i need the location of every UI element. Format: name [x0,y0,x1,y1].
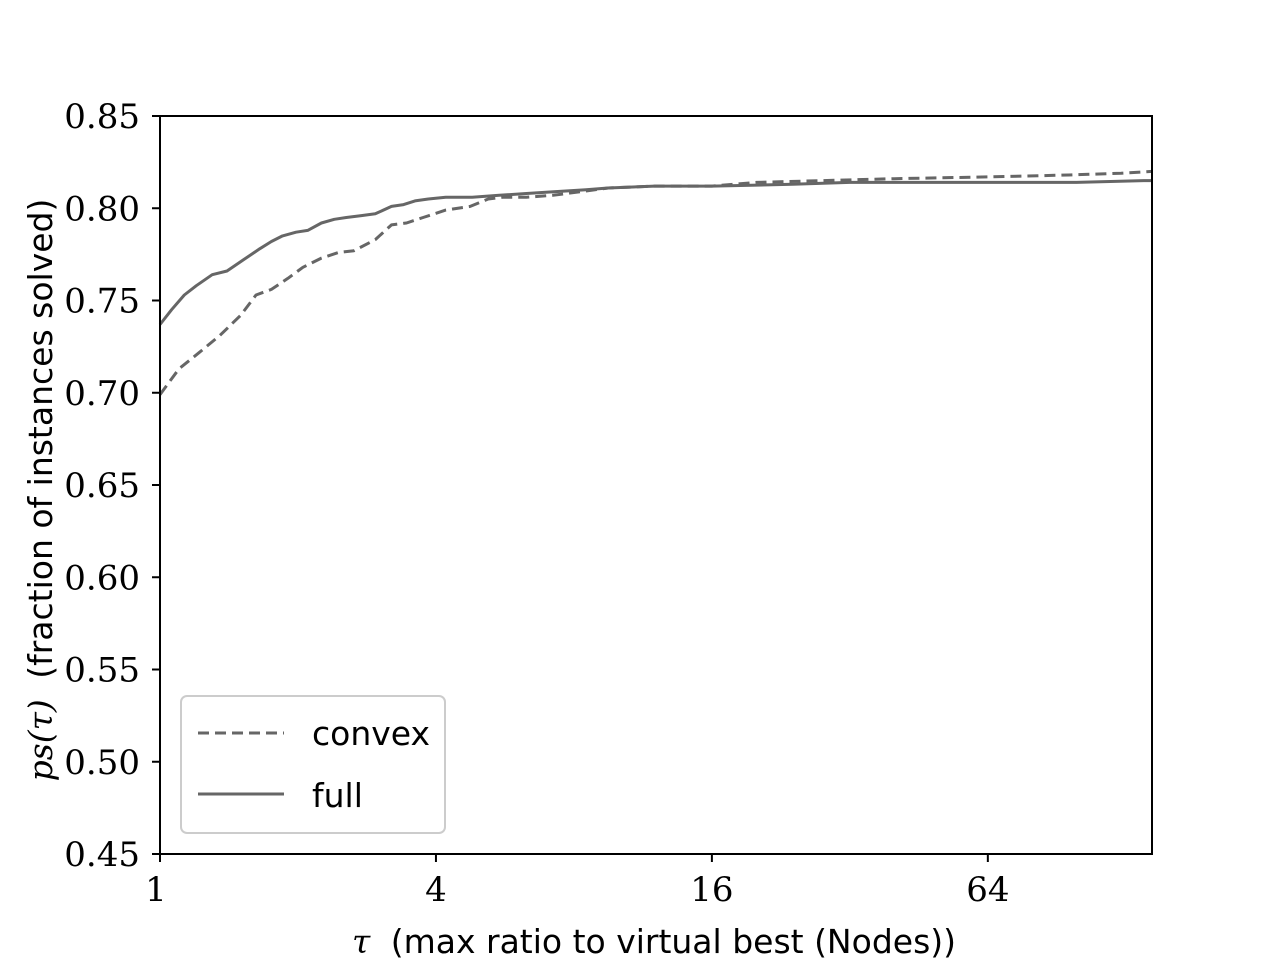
legend-label-convex: convex [312,714,430,753]
y-tick-label: 0.70 [64,374,140,414]
series-line-convex [158,169,1153,396]
series-line-full [158,179,1152,326]
x-axis: 1 4 16 64 [145,854,1009,910]
y-tick-label: 0.65 [64,466,140,506]
legend-label-full: full [312,776,363,815]
x-tick-label: 1 [145,870,167,910]
y-tick-label: 0.80 [64,189,140,229]
y-tick-label: 0.60 [64,558,140,598]
x-axis-title: τ (max ratio to virtual best (Nodes)) [352,922,956,960]
y-tick-label: 0.45 [64,835,140,875]
x-axis-title-math: τ [352,922,371,960]
y-axis-title: ps(τ) (fraction of instances solved) [21,199,60,782]
x-axis-title-text: (max ratio to virtual best (Nodes)) [391,922,956,960]
legend: convex full [180,695,446,834]
y-tick-label: 0.85 [64,97,140,137]
y-axis-title-math: ps(τ) [21,699,60,781]
y-axis: 0.45 0.50 0.55 0.60 0.65 0.70 0.75 0.80 0.85 [64,97,160,875]
x-tick-label: 64 [966,870,1009,910]
y-tick-label: 0.50 [64,743,140,783]
y-axis-title-text: (fraction of instances solved) [21,199,60,679]
y-tick-label: 0.75 [64,282,140,322]
x-tick-label: 4 [425,870,447,910]
x-tick-label: 16 [690,870,733,910]
legend-box [180,695,446,834]
y-tick-label: 0.55 [64,651,140,691]
series-layer [158,169,1153,396]
